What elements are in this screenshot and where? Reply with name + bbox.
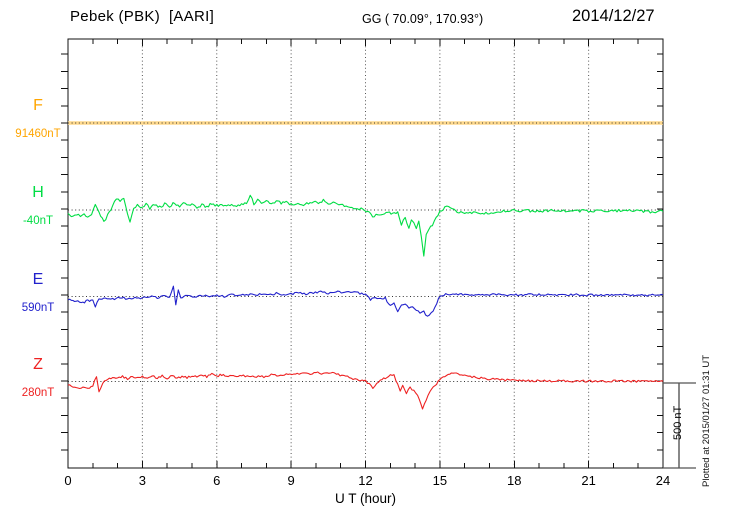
plot-date: 2014/12/27 — [572, 7, 655, 25]
channel-letter-F: F — [33, 97, 43, 114]
trace-Z — [67, 371, 664, 410]
geographic-coordinates: GG ( 70.09°, 170.93°) — [362, 12, 484, 26]
channel-label-F: F 91460nT — [2, 97, 74, 141]
x-tick-label-12: 12 — [358, 473, 373, 488]
x-tick-label-6: 6 — [213, 473, 221, 488]
channel-label-Z: Z 280nT — [2, 355, 74, 399]
channel-value-F: 91460nT — [15, 128, 61, 140]
x-tick-label-24: 24 — [655, 473, 671, 488]
channel-label-E: E 590nT — [2, 270, 74, 314]
trace-H — [67, 194, 664, 257]
channel-letter-H: H — [32, 184, 44, 201]
channel-label-H: H -40nT — [2, 184, 74, 228]
plot-frame — [67, 38, 664, 469]
x-tick-label-3: 3 — [138, 473, 146, 488]
channel-letter-Z: Z — [33, 355, 43, 373]
x-tick-label-0: 0 — [64, 473, 72, 488]
x-tick-label-21: 21 — [581, 473, 596, 488]
x-tick-label-9: 9 — [287, 473, 295, 488]
x-axis-title: U T (hour) — [334, 491, 397, 506]
channel-value-Z: 280nT — [21, 386, 55, 399]
plot-timestamp-note: Plotted at 2015/01/27 01:31 UT — [701, 354, 712, 487]
station-title: Pebek (PBK) [AARI] — [70, 8, 215, 25]
x-tick-label-18: 18 — [507, 473, 522, 488]
channel-value-E: 590nT — [21, 301, 55, 314]
scale-bar-label: 500 nT — [672, 405, 684, 440]
x-tick-label-15: 15 — [432, 473, 448, 488]
channel-letter-E: E — [32, 270, 44, 288]
trace-E — [67, 285, 664, 317]
channel-value-H: -40nT — [22, 215, 54, 227]
